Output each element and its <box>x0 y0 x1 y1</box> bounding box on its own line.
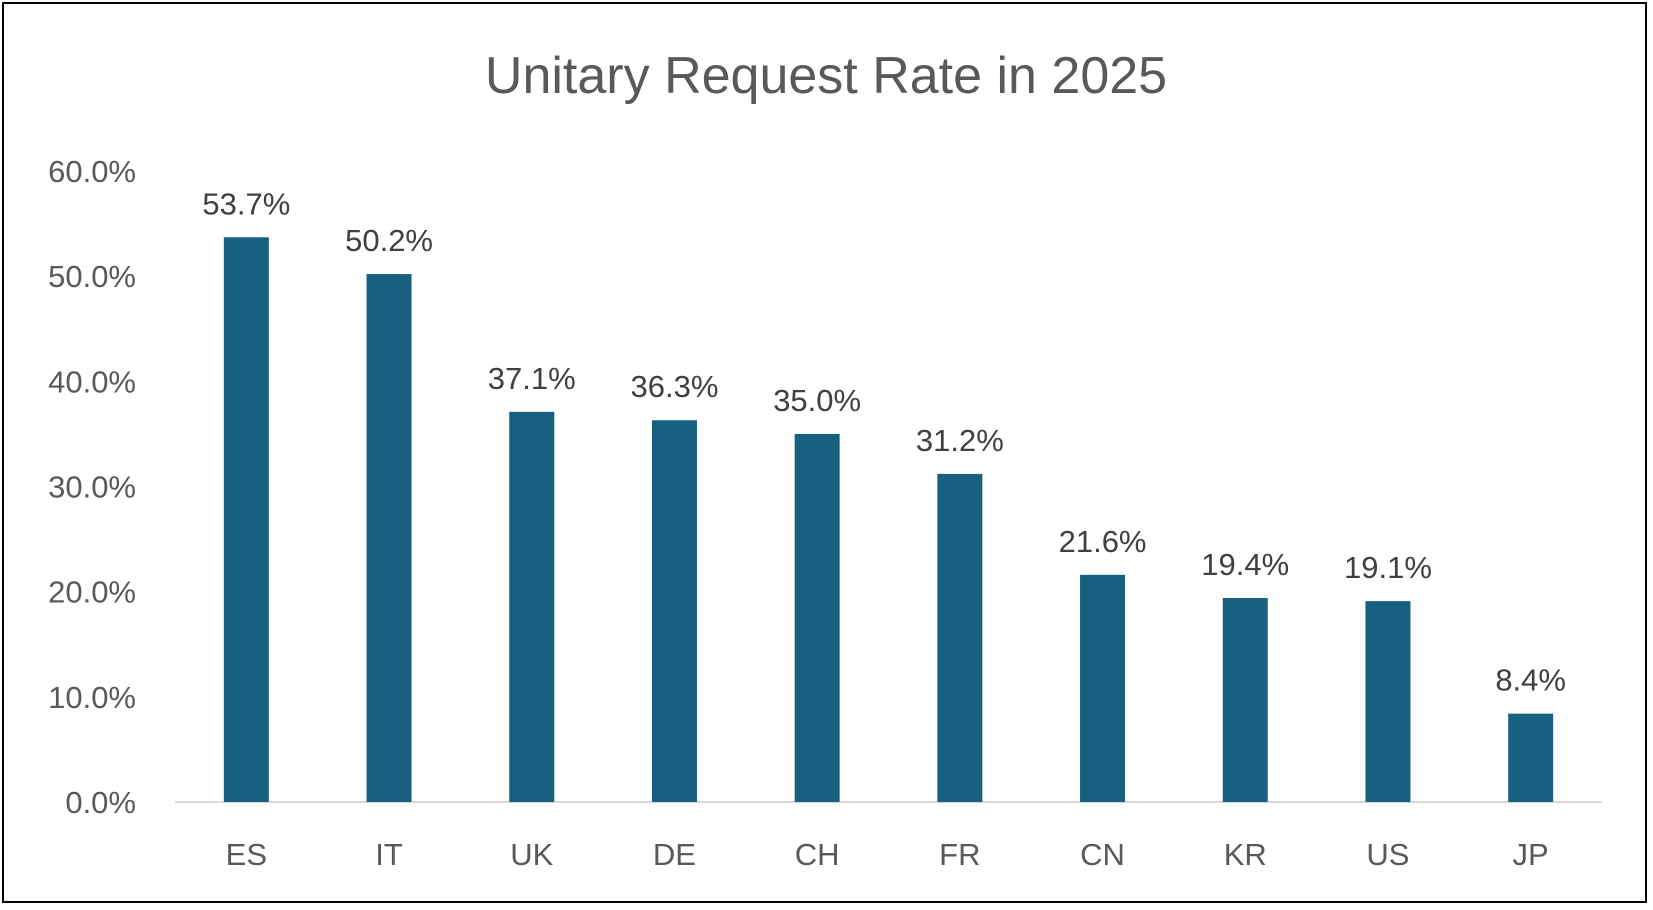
y-tick-label: 0.0% <box>65 785 136 820</box>
x-axis-ticks: ES IT UK DE CH FR CN KR US JP <box>226 837 1549 872</box>
x-tick-label: JP <box>1513 837 1549 872</box>
data-label: 19.1% <box>1344 550 1432 585</box>
bar <box>794 433 840 802</box>
x-tick-label: ES <box>226 837 267 872</box>
bar <box>509 411 555 802</box>
y-tick-label: 30.0% <box>48 470 136 505</box>
bar <box>1222 597 1268 802</box>
y-tick-label: 40.0% <box>48 364 136 399</box>
chart-title: Unitary Request Rate in 2025 <box>485 47 1167 105</box>
x-tick-label: UK <box>510 837 553 872</box>
data-label: 31.2% <box>916 423 1004 458</box>
bar <box>651 420 697 802</box>
data-label: 50.2% <box>345 223 433 258</box>
bar <box>1080 574 1126 802</box>
y-tick-label: 50.0% <box>48 259 136 294</box>
bar <box>937 473 983 802</box>
data-label: 37.1% <box>488 361 576 396</box>
data-labels-group: 53.7% 50.2% 37.1% 36.3% 35.0% 31.2% 21.6% 19.4%… <box>202 186 1566 697</box>
data-label: 8.4% <box>1495 663 1566 698</box>
x-tick-label: CH <box>795 837 840 872</box>
bar <box>1508 713 1554 802</box>
x-tick-label: CN <box>1080 837 1125 872</box>
y-tick-label: 60.0% <box>48 154 136 189</box>
y-tick-label: 10.0% <box>48 680 136 715</box>
x-tick-label: KR <box>1224 837 1267 872</box>
data-label: 53.7% <box>202 186 290 221</box>
y-axis-ticks: 0.0% 10.0% 20.0% 30.0% 40.0% 50.0% 60.0% <box>48 154 136 820</box>
bars-group <box>223 237 1554 802</box>
data-label: 19.4% <box>1201 547 1289 582</box>
bar <box>1365 601 1411 802</box>
x-tick-label: FR <box>939 837 980 872</box>
data-label: 36.3% <box>630 369 718 404</box>
y-tick-label: 20.0% <box>48 575 136 610</box>
bar <box>366 274 412 802</box>
bar <box>223 237 269 802</box>
x-tick-label: IT <box>375 837 403 872</box>
data-label: 35.0% <box>773 383 861 418</box>
x-tick-label: DE <box>653 837 696 872</box>
data-label: 21.6% <box>1059 524 1147 559</box>
x-tick-label: US <box>1366 837 1409 872</box>
